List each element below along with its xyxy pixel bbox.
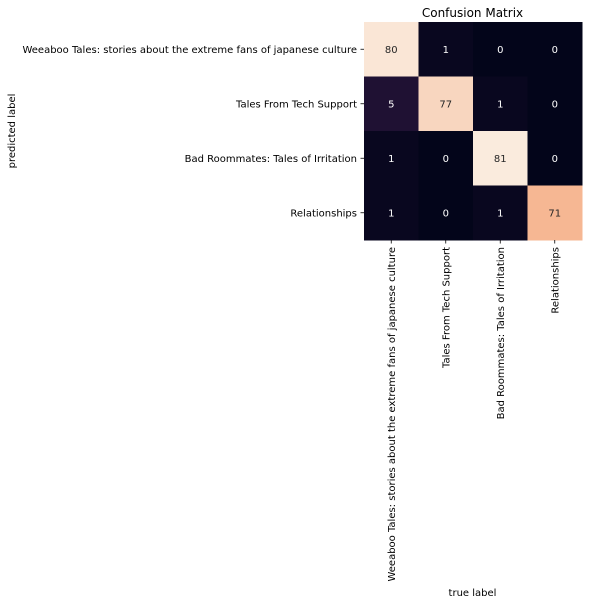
heatmap-cell (418, 185, 474, 241)
x-axis-label: true label (449, 588, 497, 599)
heatmap-cell (473, 131, 528, 186)
cell-value-label: 1 (388, 154, 394, 165)
x-tick-label: Relationships (550, 247, 561, 314)
cell-value-label: 71 (548, 208, 561, 219)
cell-value-label: 0 (552, 154, 558, 165)
heatmap-cell (418, 131, 474, 186)
heatmap-cell (473, 76, 528, 132)
y-tick-label: Tales From Tech Support (235, 99, 357, 110)
cell-value-label: 80 (385, 45, 398, 56)
heatmap-cell (418, 22, 474, 77)
heatmap-cell (418, 76, 474, 132)
heatmap-cell (473, 185, 528, 241)
cell-value-label: 0 (443, 208, 449, 219)
x-tick-label: Tales From Tech Support (441, 247, 452, 369)
heatmap-cell (364, 185, 419, 241)
heatmap-cell (527, 76, 583, 132)
cell-value-label: 5 (388, 99, 394, 110)
chart-title: Confusion Matrix (422, 6, 523, 20)
y-axis-label: predicted label (7, 94, 18, 169)
heatmap-cells (364, 22, 583, 241)
heatmap-cell (473, 22, 528, 77)
x-tick-label: Weeaboo Tales: stories about the extreme… (387, 247, 398, 582)
y-tick-label: Weeaboo Tales: stories about the extreme… (22, 45, 357, 56)
cell-value-label: 1 (497, 99, 503, 110)
cell-annotations: 80 1 0 0 5 77 1 0 1 0 81 0 1 0 1 71 (385, 45, 561, 220)
y-axis-ticks: Weeaboo Tales: stories about the extreme… (22, 45, 364, 219)
cell-value-label: 81 (494, 154, 507, 165)
y-tick-label: Bad Roommates: Tales of Irritation (185, 154, 357, 165)
heatmap-cell (364, 22, 419, 77)
heatmap-cell (364, 76, 419, 132)
heatmap-cell (527, 22, 583, 77)
heatmap-cell (527, 185, 583, 241)
cell-value-label: 77 (439, 99, 452, 110)
cell-value-label: 0 (443, 154, 449, 165)
cell-value-label: 0 (552, 45, 558, 56)
cell-value-label: 0 (497, 45, 503, 56)
cell-value-label: 1 (443, 45, 449, 56)
y-tick-label: Relationships (290, 208, 357, 219)
cell-value-label: 1 (497, 208, 503, 219)
heatmap-cell (364, 131, 419, 186)
heatmap-cell (527, 131, 583, 186)
x-tick-label: Bad Roommates: Tales of Irritation (496, 247, 507, 419)
cell-value-label: 1 (388, 208, 394, 219)
x-axis-ticks: Weeaboo Tales: stories about the extreme… (387, 240, 561, 582)
cell-value-label: 0 (552, 99, 558, 110)
